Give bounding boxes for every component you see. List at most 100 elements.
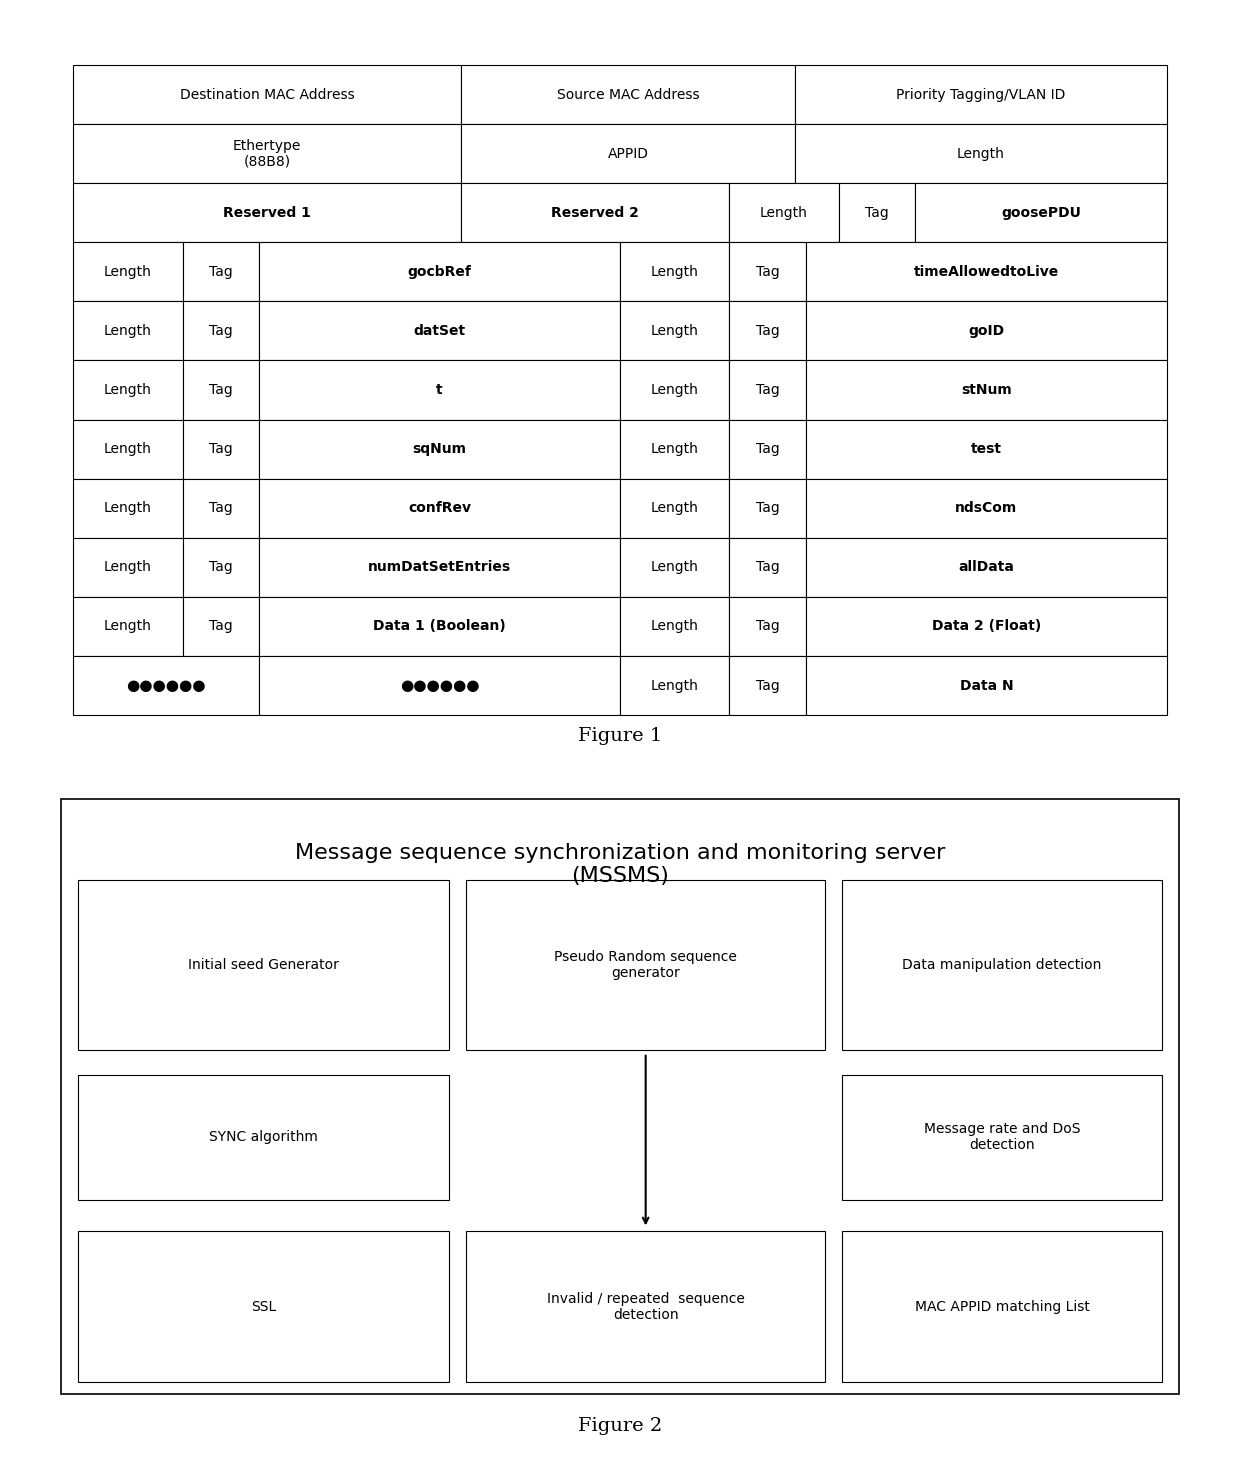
Bar [78, 1232, 449, 1382]
Bar [182, 302, 259, 360]
Bar [842, 1232, 1162, 1382]
Text: Destination MAC Address: Destination MAC Address [180, 87, 355, 102]
Bar [182, 420, 259, 478]
Bar [259, 302, 620, 360]
Bar [806, 538, 1167, 596]
Text: stNum: stNum [961, 383, 1012, 397]
Bar [461, 66, 795, 124]
Text: gocbRef: gocbRef [408, 265, 471, 278]
Text: ndsCom: ndsCom [955, 502, 1018, 515]
Bar [182, 538, 259, 596]
Text: Length: Length [651, 324, 698, 338]
Bar [729, 596, 806, 656]
Bar [729, 478, 806, 538]
Bar [182, 478, 259, 538]
Bar [838, 184, 915, 242]
Text: Tag: Tag [755, 560, 780, 574]
Bar [73, 420, 182, 478]
Bar [620, 596, 729, 656]
Text: Ethertype
(88B8): Ethertype (88B8) [233, 139, 301, 169]
Bar [78, 1075, 449, 1200]
Text: Tag: Tag [755, 502, 780, 515]
Bar [73, 656, 259, 714]
Text: Message sequence synchronization and monitoring server
(MSSMS): Message sequence synchronization and mon… [295, 843, 945, 886]
Bar [182, 596, 259, 656]
Text: Tag: Tag [208, 620, 233, 633]
Bar [806, 242, 1167, 302]
Bar [259, 596, 620, 656]
Text: Length: Length [651, 678, 698, 693]
Text: Figure 2: Figure 2 [578, 1417, 662, 1435]
Text: Tag: Tag [208, 383, 233, 397]
Text: Tag: Tag [208, 324, 233, 338]
Text: Length: Length [104, 560, 151, 574]
Bar [259, 656, 620, 714]
Bar [729, 420, 806, 478]
Bar [466, 1232, 826, 1382]
Bar [78, 881, 449, 1050]
Bar [806, 596, 1167, 656]
Bar [729, 360, 806, 420]
Text: Tag: Tag [866, 206, 889, 220]
Text: Initial seed Generator: Initial seed Generator [188, 958, 339, 972]
Text: Length: Length [651, 502, 698, 515]
Text: Pseudo Random sequence
generator: Pseudo Random sequence generator [554, 949, 737, 980]
Bar [620, 478, 729, 538]
Bar [259, 420, 620, 478]
Text: Length: Length [104, 265, 151, 278]
Bar [466, 881, 826, 1050]
Bar [729, 184, 838, 242]
Text: Tag: Tag [755, 265, 780, 278]
Bar [915, 184, 1167, 242]
Text: numDatSetEntries: numDatSetEntries [368, 560, 511, 574]
Text: Length: Length [104, 383, 151, 397]
Text: Length: Length [651, 560, 698, 574]
Text: Data 2 (Float): Data 2 (Float) [931, 620, 1042, 633]
Bar [729, 302, 806, 360]
Text: Priority Tagging/VLAN ID: Priority Tagging/VLAN ID [897, 87, 1065, 102]
Bar [842, 1075, 1162, 1200]
Bar [182, 360, 259, 420]
Text: Length: Length [104, 442, 151, 456]
Text: Tag: Tag [755, 383, 780, 397]
Text: Length: Length [651, 620, 698, 633]
Bar [73, 478, 182, 538]
Text: Length: Length [104, 502, 151, 515]
Text: Tag: Tag [208, 502, 233, 515]
Bar [73, 596, 182, 656]
Bar [73, 66, 461, 124]
Bar [806, 478, 1167, 538]
Text: Tag: Tag [755, 620, 780, 633]
Bar [259, 360, 620, 420]
Text: sqNum: sqNum [413, 442, 466, 456]
Bar [73, 124, 461, 184]
Bar [795, 66, 1167, 124]
Text: ●●●●●●: ●●●●●● [126, 678, 206, 693]
Text: Length: Length [651, 442, 698, 456]
Text: Invalid / repeated  sequence
detection: Invalid / repeated sequence detection [547, 1292, 744, 1322]
Bar [729, 656, 806, 714]
Bar [620, 656, 729, 714]
Text: ●●●●●●: ●●●●●● [399, 678, 480, 693]
Text: allData: allData [959, 560, 1014, 574]
Text: APPID: APPID [608, 147, 649, 160]
Bar [620, 538, 729, 596]
Bar [806, 656, 1167, 714]
Text: Length: Length [104, 324, 151, 338]
Text: SYNC algorithm: SYNC algorithm [210, 1130, 317, 1145]
Text: Tag: Tag [755, 678, 780, 693]
Text: goID: goID [968, 324, 1004, 338]
Text: test: test [971, 442, 1002, 456]
Text: Reserved 2: Reserved 2 [552, 206, 640, 220]
Text: Length: Length [651, 265, 698, 278]
Text: Data N: Data N [960, 678, 1013, 693]
Bar [620, 242, 729, 302]
Bar [806, 302, 1167, 360]
Bar [806, 360, 1167, 420]
Text: Tag: Tag [208, 265, 233, 278]
Bar [259, 478, 620, 538]
Text: t: t [436, 383, 443, 397]
Text: Tag: Tag [755, 324, 780, 338]
Text: Data 1 (Boolean): Data 1 (Boolean) [373, 620, 506, 633]
Text: Data manipulation detection: Data manipulation detection [903, 958, 1102, 972]
